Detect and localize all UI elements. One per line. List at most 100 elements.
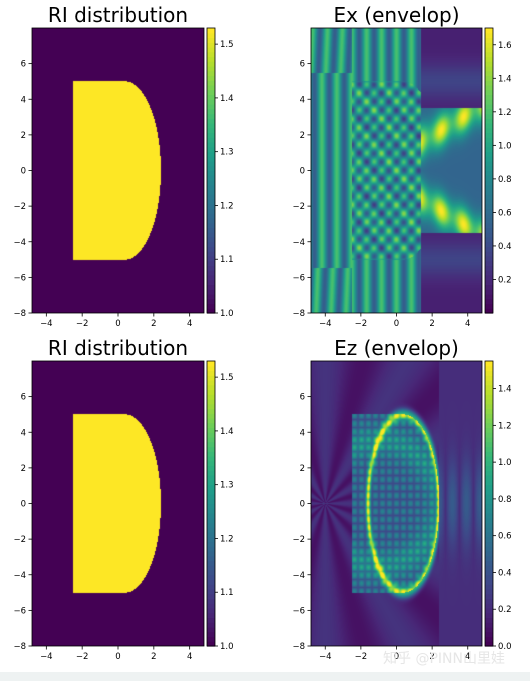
y-tick-label: 4	[21, 428, 26, 438]
y-tick-label: 0	[300, 500, 305, 510]
chart-title: Ex (envelop)	[333, 3, 459, 27]
x-tick-label: 0	[115, 319, 120, 329]
colorbar-segment	[207, 555, 215, 562]
x-tick-label: −2	[76, 652, 89, 662]
colorbar-segment	[207, 494, 215, 500]
colorbar-segment	[485, 265, 493, 271]
colorbar-segment	[207, 617, 215, 623]
colorbar-segment	[207, 137, 215, 143]
colorbar-segment	[207, 246, 215, 252]
colorbar-segment	[207, 560, 215, 566]
y-tick-label: −4	[292, 571, 305, 581]
colorbar-segment	[207, 361, 215, 367]
colorbar-segment	[485, 156, 493, 162]
colorbar-segment	[207, 608, 215, 614]
colorbar-segment	[485, 284, 493, 290]
colorbar-segment	[207, 551, 215, 557]
y-tick-label: 2	[21, 464, 26, 474]
x-tick-label: 0	[394, 319, 399, 329]
colorbar-segment	[485, 446, 493, 452]
chart-panel-2: Ex (envelop) −4 −2 0 2 4 −8 −6 −4 −2 0 2 4 6 0.2 0.4 0.6…	[292, 3, 511, 329]
colorbar-tick-label: 1.6	[498, 41, 512, 51]
y-tick-label: 2	[300, 131, 305, 141]
colorbar-segment	[485, 80, 493, 86]
colorbar-segment	[207, 32, 215, 39]
colorbar-segment	[207, 598, 215, 604]
colorbar-segment	[207, 189, 215, 195]
colorbar-segment	[485, 617, 493, 623]
y-tick-label: −4	[292, 238, 305, 248]
colorbar-segment	[207, 89, 215, 96]
colorbar-segment	[485, 47, 493, 53]
colorbar-segment	[485, 108, 493, 115]
colorbar-segment	[485, 636, 493, 642]
colorbar-tick-label: 1.0	[220, 309, 234, 319]
colorbar-segment	[207, 622, 215, 628]
colorbar-segment	[207, 441, 215, 448]
colorbar-segment	[485, 203, 493, 210]
y-tick-label: −2	[292, 535, 305, 545]
colorbar-segment	[207, 270, 215, 276]
x-tick-label: 4	[465, 319, 470, 329]
colorbar-segment	[485, 479, 493, 486]
colorbar-segment	[207, 298, 215, 305]
x-tick-label: 4	[187, 319, 192, 329]
colorbar-segment	[485, 465, 493, 471]
colorbar-segment	[485, 303, 493, 309]
colorbar-segment	[207, 303, 215, 309]
colorbar-segment	[485, 123, 493, 129]
heatmap-image	[311, 361, 482, 646]
colorbar-segment	[207, 142, 215, 148]
colorbar-segment	[485, 380, 493, 386]
x-tick-label: −2	[355, 652, 368, 662]
y-tick-label: 0	[21, 167, 26, 177]
colorbar-segment	[207, 265, 215, 271]
y-tick-label: 4	[21, 95, 26, 105]
colorbar-tick-label: 0.4	[498, 568, 512, 578]
colorbar-segment	[207, 151, 215, 157]
colorbar: 0.0 0.2 0.4 0.6 0.8 1.0 1.2 1.4	[484, 360, 512, 652]
y-tick-label: −6	[13, 606, 26, 616]
colorbar-segment	[485, 631, 493, 638]
colorbar-segment	[207, 132, 215, 138]
colorbar-tick-label: 0.8	[498, 495, 512, 505]
colorbar-segment	[207, 47, 215, 53]
colorbar-segment	[485, 89, 493, 96]
colorbar: 1.0 1.1 1.2 1.3 1.4 1.5	[206, 360, 234, 652]
colorbar-segment	[485, 113, 493, 119]
colorbar-segment	[485, 146, 493, 153]
colorbar-segment	[207, 42, 215, 48]
colorbar-segment	[485, 241, 493, 248]
colorbar-segment	[207, 498, 215, 505]
colorbar-segment	[207, 123, 215, 129]
chart-panel-4: Ez (envelop) −4 −2 0 2 4 −8 −6 −4 −2 0 2 4 6 0.0 0.2 0.4…	[292, 336, 511, 662]
colorbar-segment	[207, 574, 215, 581]
colorbar-segment	[207, 627, 215, 633]
colorbar-segment	[207, 66, 215, 72]
colorbar-tick-label: 0.4	[498, 242, 512, 252]
chart-title: RI distribution	[48, 3, 188, 27]
colorbar-segment	[207, 222, 215, 229]
y-tick-label: 2	[300, 464, 305, 474]
colorbar-segment	[207, 432, 215, 438]
colorbar-segment	[207, 570, 215, 576]
colorbar-segment	[485, 375, 493, 381]
colorbar-segment	[485, 361, 493, 367]
colorbar-segment	[485, 456, 493, 462]
colorbar-frame	[484, 27, 494, 314]
colorbar-segment	[485, 137, 493, 143]
colorbar-segment	[485, 289, 493, 295]
colorbar-segment	[207, 218, 215, 224]
colorbar-segment	[485, 237, 493, 243]
colorbar-segment	[207, 146, 215, 153]
colorbar-segment	[207, 99, 215, 105]
colorbar-segment	[207, 399, 215, 405]
colorbar-segment	[485, 441, 493, 448]
colorbar-segment	[485, 165, 493, 172]
x-tick-label: −2	[76, 319, 89, 329]
colorbar-segment	[485, 51, 493, 58]
colorbar-segment	[207, 51, 215, 58]
colorbar-segment	[207, 70, 215, 77]
colorbar-segment	[485, 522, 493, 528]
colorbar-segment	[207, 118, 215, 124]
